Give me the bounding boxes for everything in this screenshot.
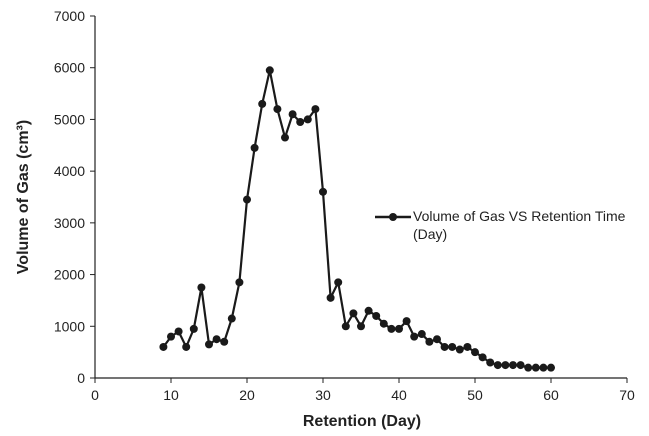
data-point [303, 115, 312, 124]
data-point [440, 342, 449, 351]
data-point [174, 327, 183, 336]
x-tick-label: 70 [619, 387, 635, 403]
y-tick-label: 6000 [54, 60, 85, 76]
data-point [212, 335, 221, 344]
data-point [486, 358, 495, 367]
data-point [516, 361, 525, 370]
data-point [341, 322, 350, 331]
data-point [167, 332, 175, 341]
x-tick-label: 20 [239, 387, 255, 403]
data-point [288, 110, 297, 119]
data-point [372, 311, 381, 320]
data-point [364, 306, 373, 315]
data-point [243, 195, 251, 204]
data-point [493, 361, 502, 370]
y-tick-label: 0 [77, 370, 85, 386]
y-tick-label: 1000 [54, 318, 85, 334]
series-line [162, 70, 551, 369]
x-tick-label: 0 [91, 387, 99, 403]
x-tick-label: 40 [391, 387, 407, 403]
data-point [349, 309, 358, 318]
data-point [227, 314, 236, 323]
data-point [539, 363, 548, 372]
data-point [395, 324, 403, 333]
legend-label: Volume of Gas VS Retention Time (Day) [413, 208, 626, 242]
x-axis-label: Retention (Day) [303, 413, 421, 430]
data-point [265, 66, 274, 75]
data-point [235, 278, 244, 287]
data-point [159, 342, 168, 351]
data-point [311, 105, 320, 114]
data-point [197, 283, 206, 292]
data-point [296, 118, 305, 127]
y-tick-label: 4000 [54, 163, 85, 179]
x-tick-label: 50 [467, 387, 483, 403]
data-point [402, 317, 411, 326]
data-point [387, 324, 396, 333]
data-point [478, 353, 487, 362]
data-point [281, 133, 289, 142]
data-point [258, 99, 267, 108]
y-tick-label: 5000 [54, 111, 85, 127]
data-point [182, 342, 191, 351]
data-point [205, 340, 213, 349]
data-point [273, 105, 282, 114]
data-point [189, 324, 198, 333]
data-point [379, 319, 388, 328]
data-point [410, 332, 419, 341]
data-point [425, 337, 434, 346]
data-point [531, 363, 540, 372]
data-point [471, 348, 479, 357]
data-point [319, 187, 327, 196]
x-tick-label: 10 [163, 387, 179, 403]
data-point [326, 293, 335, 302]
x-tick-label: 30 [315, 387, 331, 403]
data-point [463, 342, 472, 351]
data-point [524, 363, 533, 372]
data-point [357, 322, 365, 331]
y-tick-label: 3000 [54, 215, 85, 231]
y-tick-label: 7000 [54, 8, 85, 24]
data-point [417, 330, 426, 339]
data-point [250, 143, 259, 152]
data-point [509, 361, 517, 370]
y-axis-label: Volume of Gas (cm³) [15, 120, 32, 274]
x-tick-label: 60 [543, 387, 559, 403]
data-point [448, 342, 457, 351]
data-point [501, 361, 510, 370]
data-point [455, 345, 464, 354]
y-tick-label: 2000 [54, 267, 85, 283]
data-point [220, 337, 229, 346]
data-point [334, 278, 343, 287]
data-point [547, 363, 555, 372]
data-point [433, 335, 441, 344]
legend-swatch [375, 213, 411, 221]
legend: Volume of Gas VS Retention Time (Day) [375, 207, 628, 243]
